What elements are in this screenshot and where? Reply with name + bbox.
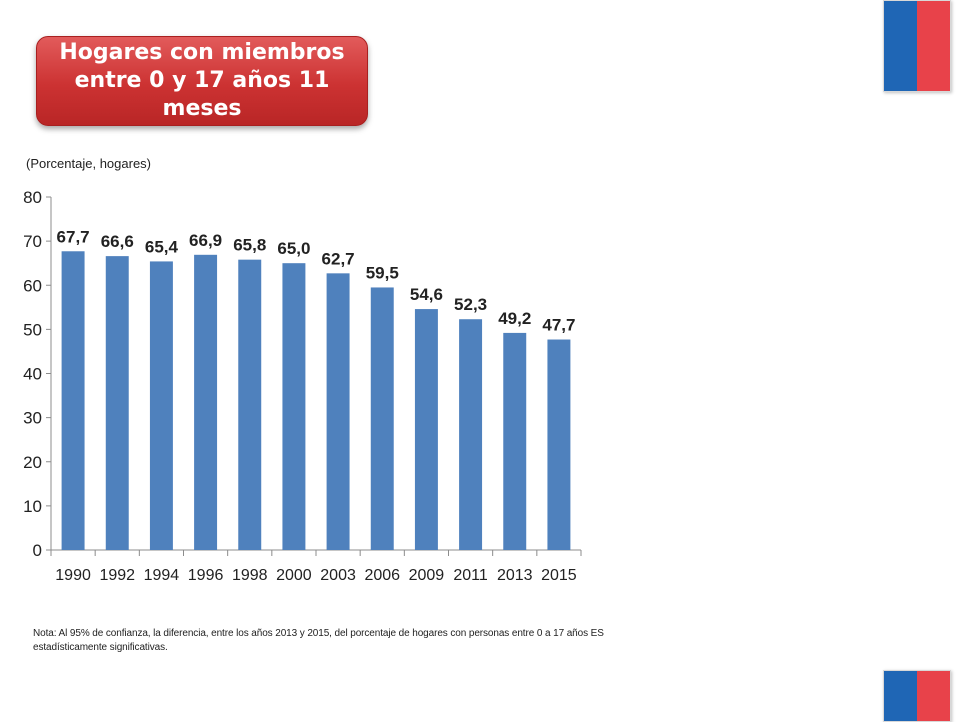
bar (282, 263, 306, 550)
x-tick-label: 1998 (232, 567, 268, 584)
x-tick-label: 1990 (55, 567, 91, 584)
bar (149, 261, 173, 550)
chart-subtitle: (Porcentaje, hogares) (26, 156, 151, 171)
footnote: Nota: Al 95% de confianza, la diferencia… (33, 628, 604, 653)
data-label: 67,7 (57, 227, 90, 246)
y-tick-label: 20 (23, 453, 42, 472)
flag-decoration-top (883, 0, 951, 92)
x-tick-label: 2006 (364, 567, 400, 584)
data-label: 66,6 (101, 232, 134, 251)
data-label: 65,0 (277, 239, 310, 258)
chart-y-tick-labels: 0 10 20 30 40 50 60 70 80 (23, 188, 42, 560)
flag-blue-stripe (884, 671, 917, 721)
data-label: 65,8 (233, 236, 266, 255)
bar (414, 309, 438, 550)
data-label: 65,4 (145, 237, 179, 256)
bar (370, 287, 394, 550)
chart-axes (46, 196, 582, 556)
y-tick-label: 10 (23, 497, 42, 516)
y-tick-label: 0 (33, 541, 42, 560)
y-tick-label: 30 (23, 409, 42, 428)
chart-x-tick-labels: 1990 1992 1994 1996 1998 2000 2003 2006 2009 2011… (55, 567, 577, 584)
bar (238, 259, 262, 550)
chart-bars (61, 251, 571, 550)
bar (503, 332, 527, 550)
x-tick-label: 2009 (409, 567, 445, 584)
bar (547, 339, 571, 550)
x-tick-label: 2011 (453, 567, 488, 584)
data-label: 59,5 (366, 263, 399, 282)
data-label: 62,7 (322, 249, 355, 268)
x-tick-label: 2000 (276, 567, 312, 584)
data-label: 47,7 (542, 316, 575, 335)
x-tick-label: 1996 (188, 567, 224, 584)
title-banner: Hogares con miembros entre 0 y 17 años 1… (36, 36, 368, 126)
bar (194, 254, 218, 550)
x-tick-label: 1992 (99, 567, 135, 584)
y-tick-label: 60 (23, 276, 42, 295)
y-tick-label: 80 (23, 188, 42, 207)
bar (105, 256, 129, 550)
flag-red-stripe (917, 671, 950, 721)
y-tick-label: 40 (23, 365, 42, 384)
page-title: Hogares con miembros entre 0 y 17 años 1… (59, 40, 345, 121)
data-label: 52,3 (454, 295, 487, 314)
x-tick-label: 1994 (144, 567, 180, 584)
flag-decoration-bottom (883, 670, 951, 722)
bar (326, 273, 350, 550)
flag-red-stripe (917, 1, 950, 91)
chart-value-labels: 67,7 66,6 65,4 66,9 65,8 65,0 62,7 59,5 54,6 52,3… (57, 227, 576, 334)
y-tick-label: 50 (23, 320, 42, 339)
data-label: 66,9 (189, 231, 222, 250)
bar (61, 251, 85, 550)
data-label: 54,6 (410, 285, 443, 304)
x-tick-label: 2013 (497, 567, 533, 584)
x-tick-label: 2015 (541, 567, 577, 584)
flag-blue-stripe (884, 1, 917, 91)
y-tick-label: 70 (23, 232, 42, 251)
x-tick-label: 2003 (320, 567, 356, 584)
bar (459, 319, 483, 550)
data-label: 49,2 (498, 309, 531, 328)
bar-chart: (Porcentaje, hogares) 67,7 66,6 65,4 66,9 65… (23, 156, 582, 584)
